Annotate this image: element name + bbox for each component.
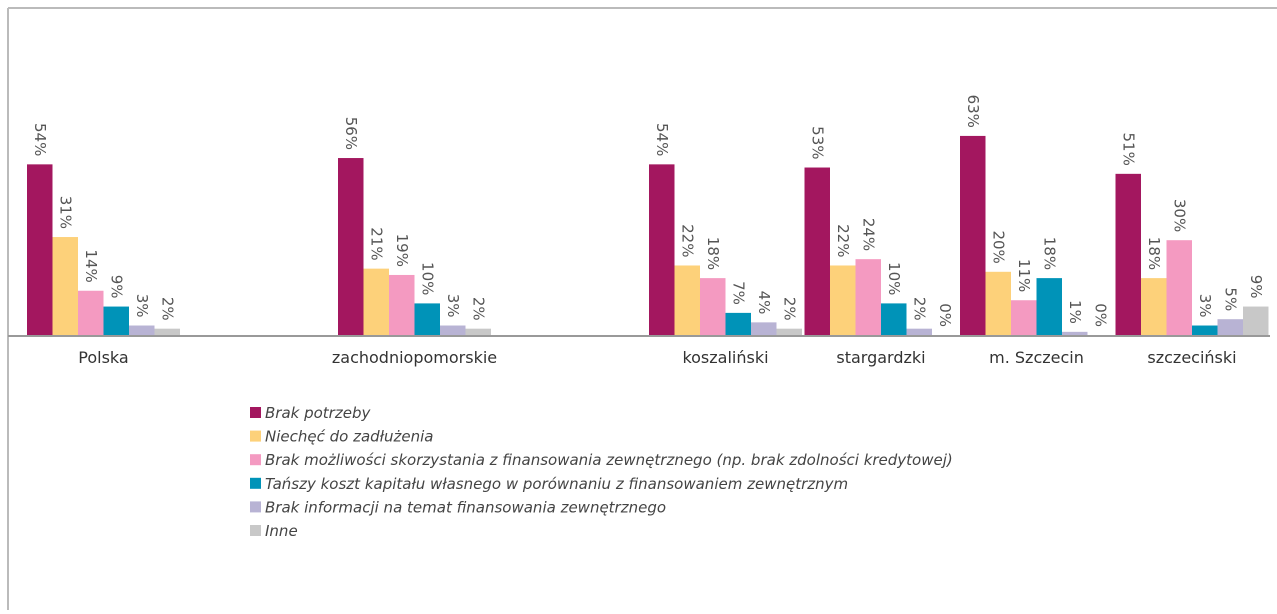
legend-swatch <box>250 477 261 489</box>
value-label: 2% <box>910 297 928 321</box>
value-label: 10% <box>418 262 436 295</box>
value-label: 22% <box>834 224 852 257</box>
value-label: 63% <box>964 95 982 128</box>
bar <box>960 135 986 335</box>
bar <box>27 164 53 335</box>
value-label: 14% <box>82 249 100 282</box>
value-label: 2% <box>158 297 176 321</box>
bar <box>1243 306 1269 335</box>
value-label: 30% <box>1170 199 1188 232</box>
legend-label: Brak potrzeby <box>265 404 371 422</box>
bar <box>1115 173 1141 335</box>
bar <box>649 164 675 335</box>
x-tick-label: koszaliński <box>682 348 768 367</box>
value-label: 3% <box>1196 294 1214 318</box>
bar <box>389 274 415 335</box>
value-label: 24% <box>859 218 877 251</box>
value-label: 2% <box>780 297 798 321</box>
value-label: 2% <box>469 297 487 321</box>
value-label: 5% <box>1221 287 1239 311</box>
bar <box>1036 278 1062 335</box>
bar <box>674 265 700 335</box>
legend-label: Niechęć do zadłużenia <box>265 428 433 446</box>
bar <box>1011 300 1037 335</box>
value-label: 19% <box>393 234 411 267</box>
bar <box>830 265 856 335</box>
bar <box>906 328 932 335</box>
bar <box>363 268 389 335</box>
value-label: 18% <box>704 237 722 270</box>
x-tick-label: stargardzki <box>836 348 925 367</box>
value-label: 22% <box>678 224 696 257</box>
legend-swatch <box>250 501 261 513</box>
bar <box>465 328 491 335</box>
value-label: 10% <box>885 262 903 295</box>
x-tick-label: Polska <box>78 348 128 367</box>
legend-label: Brak możliwości skorzystania z finansowa… <box>265 451 953 469</box>
value-label: 54% <box>653 123 671 156</box>
value-label: 0% <box>936 303 954 327</box>
bar <box>1141 278 1167 335</box>
bar <box>338 158 364 335</box>
legend-swatch <box>250 454 261 466</box>
value-label: 54% <box>31 123 49 156</box>
bar <box>1062 331 1088 335</box>
value-label: 1% <box>1066 300 1084 324</box>
bar <box>985 271 1011 335</box>
bar <box>700 278 726 335</box>
value-label: 3% <box>444 294 462 318</box>
bar <box>855 259 881 335</box>
value-label: 21% <box>367 227 385 260</box>
x-tick-label: zachodniopomorskie <box>332 348 497 367</box>
bar <box>154 328 180 335</box>
bar <box>103 306 129 335</box>
value-label: 9% <box>1247 275 1265 299</box>
value-label: 31% <box>56 196 74 229</box>
bar <box>751 322 777 335</box>
value-label: 53% <box>808 126 826 159</box>
value-label: 56% <box>342 117 360 150</box>
bar <box>1217 319 1243 335</box>
value-label: 0% <box>1091 303 1109 327</box>
bar <box>804 167 830 335</box>
bar <box>129 325 155 335</box>
value-label: 11% <box>1015 259 1033 292</box>
bar <box>881 303 907 335</box>
value-label: 3% <box>133 294 151 318</box>
x-tick-label: szczeciński <box>1147 348 1236 367</box>
legend-label: Tańszy koszt kapitału własnego w porówna… <box>265 475 848 493</box>
value-label: 7% <box>729 281 747 305</box>
bar <box>78 290 104 335</box>
legend-swatch <box>250 430 261 442</box>
value-label: 18% <box>1145 237 1163 270</box>
bar <box>1166 240 1192 335</box>
legend-label: Inne <box>265 522 298 540</box>
bar <box>414 303 440 335</box>
bar <box>440 325 466 335</box>
value-label: 9% <box>107 275 125 299</box>
bar <box>52 237 78 335</box>
value-label: 20% <box>989 230 1007 263</box>
value-label: 4% <box>755 291 773 315</box>
legend-swatch <box>250 525 261 536</box>
value-label: 18% <box>1040 237 1058 270</box>
x-tick-label: m. Szczecin <box>989 348 1084 367</box>
legend-swatch <box>250 407 261 418</box>
legend-label: Brak informacji na temat finansowania ze… <box>265 498 666 516</box>
bar <box>776 328 802 335</box>
bar <box>1192 325 1218 335</box>
value-label: 51% <box>1119 132 1137 165</box>
bar <box>725 312 751 335</box>
